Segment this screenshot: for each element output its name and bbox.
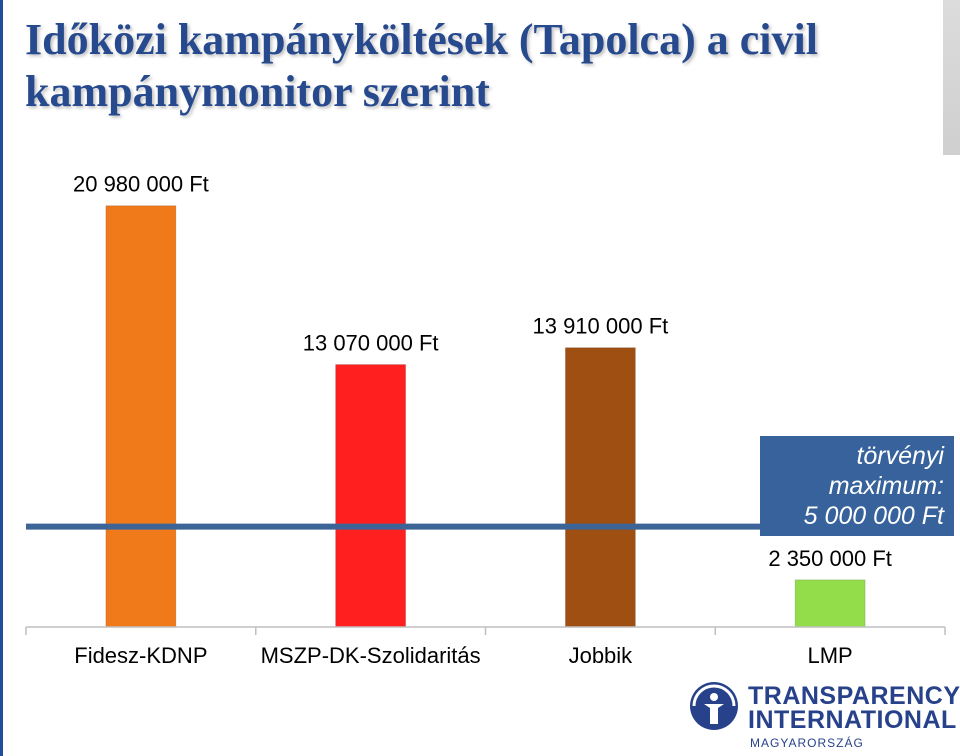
left-accent-line xyxy=(0,155,3,756)
slide-title: Időközi kampányköltések (Tapolca) a civi… xyxy=(25,15,818,116)
data-label: 13 910 000 Ft xyxy=(532,314,668,339)
ti-logo-icon xyxy=(690,682,738,730)
category-label: LMP xyxy=(808,643,853,668)
bar xyxy=(564,347,636,628)
logo-line2: INTERNATIONAL xyxy=(748,706,957,734)
data-label: 20 980 000 Ft xyxy=(73,172,209,197)
bar xyxy=(335,364,407,628)
category-label: MSZP-DK-Szolidaritás xyxy=(261,643,481,668)
title-banner: Időközi kampányköltések (Tapolca) a civi… xyxy=(0,0,960,155)
transparency-international-logo: TRANSPARENCY INTERNATIONAL MAGYARORSZÁG xyxy=(688,680,960,756)
data-label: 2 350 000 Ft xyxy=(768,546,892,571)
logo-line3: MAGYARORSZÁG xyxy=(750,736,864,750)
logo-line1: TRANSPARENCY xyxy=(748,682,960,710)
legal-limit-line3: 5 000 000 Ft xyxy=(803,502,944,530)
category-label: Jobbik xyxy=(569,643,634,668)
bar xyxy=(105,205,177,628)
data-label: 13 070 000 Ft xyxy=(303,331,439,356)
category-label: Fidesz-KDNP xyxy=(74,643,207,668)
legal-limit-line1: törvényi xyxy=(856,442,944,470)
legal-limit-label: törvényi maximum: 5 000 000 Ft xyxy=(760,436,954,536)
title-box: Időközi kampányköltések (Tapolca) a civi… xyxy=(0,0,943,155)
bar xyxy=(794,579,866,628)
legal-limit-line2: maximum: xyxy=(828,472,944,500)
